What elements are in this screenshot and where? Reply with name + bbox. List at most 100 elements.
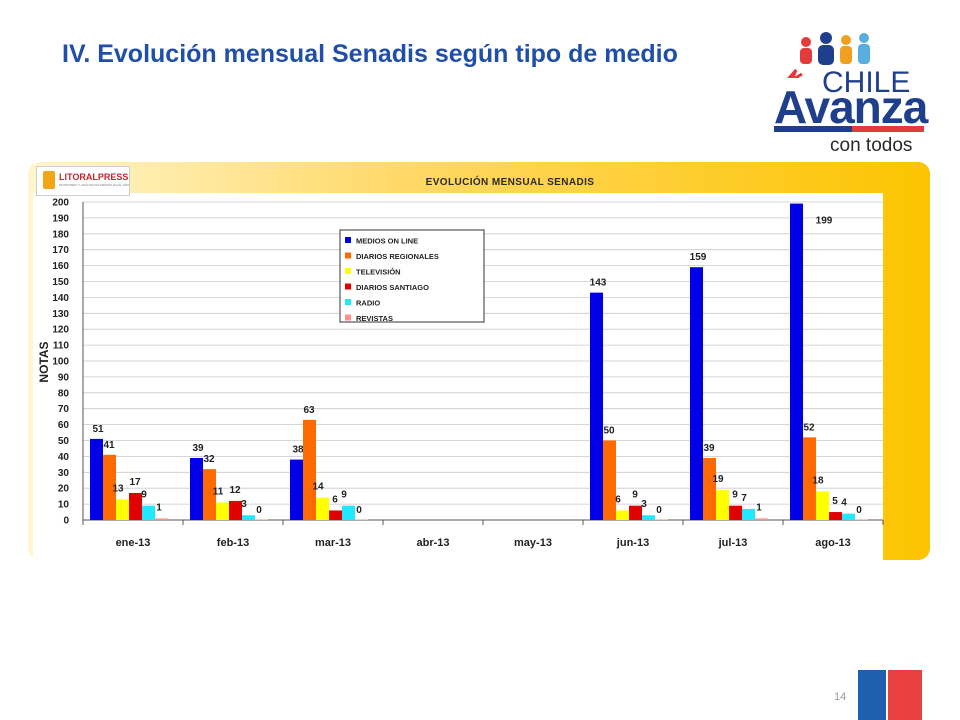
bar-diarios-santiago [729, 505, 742, 520]
bar-diarios-santiago [229, 500, 242, 520]
bar-diarios-regionales [703, 457, 716, 520]
bar-radio [642, 515, 655, 520]
data-label: 11 [213, 487, 224, 498]
data-label: 3 [241, 499, 247, 510]
x-tick-label: feb-13 [217, 537, 249, 549]
y-tick-label: 20 [58, 484, 70, 495]
bar-diarios-santiago [129, 492, 142, 520]
slide-title: IV. Evolución mensual Senadis según tipo… [62, 40, 678, 68]
bar-revistas [855, 519, 868, 520]
data-label: 6 [332, 494, 338, 505]
data-label: 7 [741, 493, 747, 504]
legend-label: REVISTAS [356, 314, 393, 323]
bar-medios-on-line [590, 292, 603, 520]
bar-radio [242, 515, 255, 520]
legend-label: DIARIOS SANTIAGO [356, 283, 429, 292]
y-tick-label: 10 [58, 500, 70, 511]
bar-televisi-n [616, 510, 629, 520]
data-label: 3 [641, 499, 647, 510]
litoralpress-mark-icon [43, 171, 55, 189]
chart-title: EVOLUCIÓN MENSUAL SENADIS [425, 177, 595, 188]
data-label: 143 [590, 278, 607, 289]
data-label: 9 [632, 490, 638, 501]
y-tick-label: 70 [58, 404, 70, 415]
bar-revistas [355, 519, 368, 520]
bar-televisi-n [316, 497, 329, 520]
data-label: 39 [703, 443, 715, 454]
bar-revistas [155, 518, 168, 520]
bar-diarios-regionales [603, 440, 616, 520]
y-tick-label: 200 [52, 198, 69, 209]
legend-swatch [345, 283, 351, 290]
legend-swatch [345, 237, 351, 243]
data-label: 0 [256, 505, 262, 516]
y-tick-label: 80 [58, 388, 70, 399]
data-label: 39 [192, 443, 204, 454]
bar-televisi-n [116, 499, 129, 520]
y-axis-label: NOTAS [37, 341, 51, 382]
data-label: 0 [356, 505, 362, 516]
bar-televisi-n [216, 502, 229, 520]
logo-blue-bar [774, 126, 852, 132]
bar-diarios-regionales [803, 437, 816, 520]
bar-revistas [755, 518, 768, 520]
y-tick-label: 90 [58, 372, 70, 383]
legend-swatch [345, 268, 351, 274]
bar-medios-on-line [290, 459, 303, 520]
y-tick-label: 140 [52, 293, 69, 304]
data-label: 13 [112, 483, 124, 494]
y-tick-label: 60 [58, 420, 70, 431]
bar-radio [742, 508, 755, 520]
data-label: 51 [92, 424, 104, 435]
bar-medios-on-line [690, 267, 703, 520]
bar-diarios-santiago [329, 510, 342, 520]
bar-radio [842, 513, 855, 520]
legend-label: DIARIOS REGIONALES [356, 252, 439, 261]
y-tick-label: 190 [52, 213, 69, 224]
y-tick-label: 40 [58, 452, 70, 463]
logo-avanza-text: Avanza [774, 81, 928, 133]
legend-label: RADIO [356, 299, 380, 308]
data-label: 0 [856, 505, 862, 516]
x-tick-label: ene-13 [116, 537, 151, 549]
corner-red-block [888, 670, 922, 720]
y-tick-label: 180 [52, 229, 69, 240]
bar-radio [142, 505, 155, 520]
y-tick-label: 130 [52, 309, 69, 320]
legend-label: TELEVISIÓN [356, 268, 401, 277]
litoralpress-logo: LITORALPRESS MONITOREO Y ANÁLISIS DE MED… [36, 166, 130, 196]
y-tick-label: 120 [52, 325, 69, 336]
bar-diarios-santiago [629, 505, 642, 520]
children-figures-icon [787, 32, 870, 78]
data-label: 159 [690, 252, 707, 263]
logo-chile-text: CHILE [822, 66, 911, 99]
x-tick-label: jul-13 [718, 537, 748, 549]
legend-swatch [345, 299, 351, 305]
corner-blue-block [858, 670, 886, 720]
bar-diarios-santiago [829, 512, 842, 520]
bar-medios-on-line [790, 203, 803, 520]
data-label: 52 [803, 422, 815, 433]
logo-red-bar [852, 126, 924, 132]
logo-tagline: con todos [830, 135, 913, 153]
litoralpress-subtitle: MONITOREO Y ANÁLISIS DE MEDIOS Desde 199… [59, 183, 130, 187]
legend-box [339, 229, 485, 323]
page-number: 14 [834, 691, 847, 703]
data-label: 50 [603, 426, 615, 437]
data-label: 9 [341, 490, 347, 501]
legend-label: MEDIOS ON LINE [356, 237, 418, 246]
bar-revistas [255, 519, 268, 520]
bar-televisi-n [816, 491, 829, 520]
y-tick-label: 0 [63, 516, 69, 527]
data-label: 4 [841, 498, 847, 509]
y-tick-label: 160 [52, 261, 69, 272]
data-label: 0 [656, 505, 662, 516]
y-tick-label: 30 [58, 468, 70, 479]
y-tick-label: 170 [52, 245, 69, 256]
legend-swatch [345, 314, 351, 321]
data-label: 12 [229, 485, 241, 496]
bar-revistas [655, 519, 668, 520]
data-label: 63 [303, 405, 315, 416]
bar-medios-on-line [90, 438, 103, 520]
